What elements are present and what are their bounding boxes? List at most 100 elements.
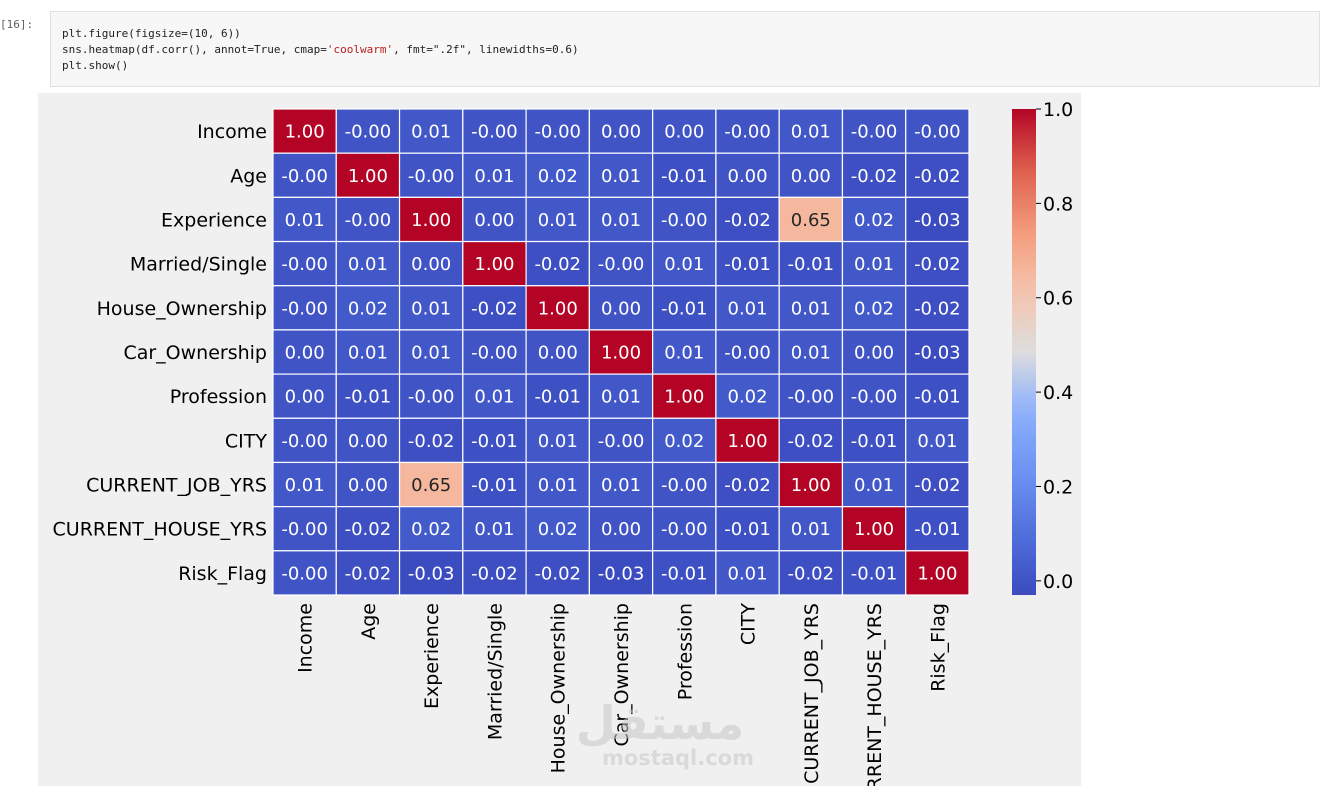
heatmap-annotation: -0.01 [345,387,392,408]
heatmap-cell [652,196,717,243]
heatmap-annotation: 1.00 [285,122,325,143]
heatmap-annotation: 0.01 [348,343,388,364]
correlation-heatmap: 1.00 -0.00 0.01 -0.00 -0.00 0.00 0.00 -0.00 0.01… [53,99,1074,786]
y-tick-label: Experience [161,209,267,231]
heatmap-annotation: -0.02 [345,563,392,584]
heatmap-annotation: -0.02 [914,475,961,496]
heatmap-annotation: 0.00 [348,475,388,496]
x-tick-label: Car_Ownership [611,603,633,747]
heatmap-annotation: -0.00 [788,387,835,408]
heatmap-annotation: -0.00 [281,563,328,584]
heatmap-cell [905,240,970,287]
x-tick-label: CITY [738,603,760,645]
y-tick-label: Risk_Flag [178,563,267,585]
y-tick-label: Profession [170,386,267,408]
heatmap-cell [588,417,654,464]
y-tick-label: Car_Ownership [123,342,267,364]
heatmap-annotation: 0.01 [538,431,578,452]
heatmap-annotation: 0.00 [601,298,641,319]
colorbar-tick-label: 0.2 [1043,476,1073,498]
heatmap-annotation: -0.01 [851,563,898,584]
heatmap-annotation: 0.01 [728,563,768,584]
heatmap-annotation: 1.00 [474,254,514,275]
heatmap-annotation: -0.00 [408,387,455,408]
heatmap-cell [841,550,907,596]
watermark-arabic: مستقل [576,696,744,750]
heatmap-annotation: -0.00 [534,122,581,143]
heatmap-annotation: -0.00 [471,122,518,143]
x-tick-label: Profession [674,603,696,700]
colorbar [1012,109,1036,595]
heatmap-cell [778,461,844,508]
heatmap-annotation: 0.65 [791,210,831,231]
heatmap-annotation: -0.00 [598,431,645,452]
heatmap-annotation: 0.01 [601,387,641,408]
heatmap-annotation: 1.00 [601,343,641,364]
heatmap-cell [272,285,337,331]
heatmap-annotation: 0.01 [791,298,831,319]
heatmap-annotation: 0.00 [285,343,325,364]
heatmap-annotation: 1.00 [411,210,451,231]
x-tick-label: CURRENT_JOB_YRS [801,603,823,784]
heatmap-annotation: -0.00 [281,298,328,319]
heatmap-annotation: -0.00 [661,519,708,540]
heatmap-cell [272,329,337,375]
heatmap-annotation: 0.00 [474,210,514,231]
colorbar-tick-label: 0.8 [1043,193,1073,215]
y-tick-label: House_Ownership [97,298,267,320]
heatmap-cell [588,108,654,154]
heatmap-annotation: -0.00 [851,122,898,143]
heatmap-annotation: -0.00 [471,343,518,364]
y-tick-label: Income [197,121,267,143]
code-line: plt.show() [62,59,129,72]
heatmap-cell [715,108,780,154]
heatmap-annotation: 0.00 [854,343,894,364]
heatmap-cell [905,152,970,198]
heatmap-cell [588,373,654,419]
code-cell-input[interactable]: plt.figure(figsize=(10, 6)) sns.heatmap(… [50,11,1320,87]
y-tick-label: CURRENT_HOUSE_YRS [53,519,267,541]
heatmap-annotation: 0.01 [474,166,514,187]
heatmap-cell [398,373,464,419]
heatmap-cell [778,285,844,331]
heatmap-annotation: 0.00 [411,254,451,275]
heatmap-annotation: -0.00 [914,122,961,143]
cell-output-area: 1.00 -0.00 0.01 -0.00 -0.00 0.00 0.00 -0.00 0.01… [38,93,1081,786]
heatmap-cell [905,506,970,552]
heatmap-annotation: -0.02 [471,563,518,584]
heatmap-cell [272,373,337,419]
heatmap-annotation: -0.01 [851,431,898,452]
heatmap-cell [905,373,970,419]
heatmap-cell [588,550,654,596]
heatmap-cell [652,152,717,198]
x-tick-label: Age [358,603,380,640]
heatmap-cell [778,506,844,552]
heatmap-cell [588,240,654,287]
heatmap-cell [841,285,907,331]
heatmap-annotation: 0.02 [854,298,894,319]
heatmap-annotation: 0.00 [728,166,768,187]
x-tick-label: Married/Single [484,603,506,740]
heatmap-annotation: -0.00 [598,254,645,275]
heatmap-cell [905,285,970,331]
heatmap-annotation: 1.00 [538,298,578,319]
heatmap-cell [398,285,464,331]
heatmap-annotation: 0.02 [411,519,451,540]
heatmap-annotation: -0.02 [914,298,961,319]
heatmap-annotation: 0.01 [285,210,325,231]
heatmap-cell [272,152,337,198]
y-tick-label: Age [230,165,267,187]
heatmap-annotation: 0.00 [285,387,325,408]
heatmap-annotation: -0.03 [598,563,645,584]
heatmap-annotation: 1.00 [791,475,831,496]
code-line: plt.figure(figsize=(10, 6)) [62,27,241,40]
heatmap-cell [841,152,907,198]
heatmap-cell [272,550,337,596]
heatmap-cell [335,108,401,154]
heatmap-cell [588,506,654,552]
heatmap-cell [525,506,590,552]
code-line: sns.heatmap(df.corr(), annot=True, cmap=… [62,43,579,56]
heatmap-annotation: -0.02 [851,166,898,187]
heatmap-cell [652,373,717,419]
heatmap-cell [652,461,717,508]
